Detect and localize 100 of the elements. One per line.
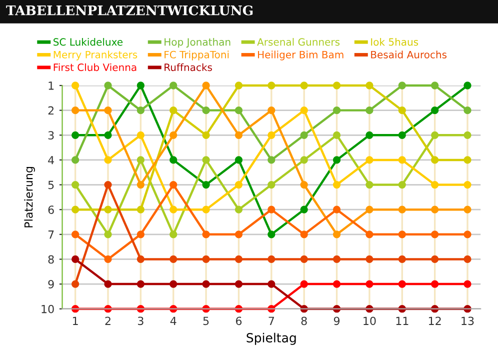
point	[430, 180, 439, 189]
point	[234, 156, 243, 164]
point	[268, 180, 276, 189]
point	[170, 106, 178, 114]
point	[464, 206, 472, 214]
point	[170, 180, 178, 189]
y-tick-label: 9	[48, 280, 54, 288]
point	[268, 131, 276, 139]
point	[366, 255, 374, 264]
point	[136, 255, 145, 264]
point	[170, 156, 178, 164]
point	[464, 230, 472, 238]
point	[136, 131, 145, 139]
y-tick-label: 5	[48, 180, 54, 190]
point	[430, 206, 439, 214]
point	[136, 82, 145, 90]
point	[300, 206, 308, 214]
point	[366, 206, 374, 214]
point	[300, 255, 308, 264]
point	[366, 156, 374, 164]
point	[300, 106, 308, 114]
point	[430, 156, 439, 164]
point	[104, 131, 112, 139]
point	[300, 180, 308, 189]
point	[234, 131, 243, 139]
point	[104, 156, 112, 164]
point	[170, 206, 178, 214]
x-axis-title: Spieltag	[246, 332, 296, 345]
point	[234, 230, 243, 238]
point	[104, 280, 112, 288]
point	[430, 280, 439, 288]
point	[72, 106, 80, 114]
y-tick-label: 10	[42, 304, 54, 314]
point	[332, 180, 341, 189]
y-tick-label: 3	[48, 131, 54, 140]
x-tick-label: 1	[73, 316, 78, 325]
point	[202, 255, 210, 264]
y-tick-label: 6	[48, 206, 54, 214]
point	[366, 106, 374, 114]
point	[136, 106, 145, 114]
legend-label: Besaid Aurochs	[371, 50, 447, 58]
point	[464, 131, 472, 139]
point	[398, 206, 406, 214]
point	[136, 280, 145, 288]
point	[268, 106, 276, 114]
legend-label: Merry Pranksters	[54, 50, 138, 60]
point	[332, 82, 341, 90]
legend-label: Hop Jonathan	[164, 38, 230, 48]
point	[136, 156, 145, 164]
point	[234, 106, 243, 114]
point	[300, 156, 308, 164]
point	[72, 156, 80, 164]
point	[72, 180, 80, 189]
point	[104, 82, 112, 90]
point	[72, 131, 80, 139]
point	[430, 131, 439, 139]
x-tick-label: 13	[462, 316, 474, 326]
point	[202, 230, 210, 238]
point	[300, 131, 308, 139]
point	[234, 255, 243, 264]
point	[464, 106, 472, 114]
point	[366, 131, 374, 139]
point	[464, 82, 472, 90]
point	[202, 156, 210, 164]
point	[464, 280, 472, 288]
point	[398, 106, 406, 114]
x-tick-label: 8	[301, 316, 307, 326]
legend-label: First Club Vienna	[54, 63, 136, 72]
point	[234, 280, 243, 288]
x-tick-label: 5	[203, 316, 209, 326]
point	[136, 206, 145, 214]
point	[104, 255, 112, 264]
point	[398, 156, 406, 164]
point	[464, 156, 472, 164]
point	[202, 106, 210, 114]
chart-title: TABELLENPLATZENTWICKLUNG	[6, 5, 253, 16]
point	[332, 131, 341, 139]
point	[104, 206, 112, 214]
point	[366, 280, 374, 288]
point	[332, 280, 341, 288]
point	[430, 106, 439, 114]
point	[170, 255, 178, 264]
x-tick-label: 7	[268, 316, 274, 325]
point	[170, 280, 178, 288]
point	[332, 230, 341, 238]
point	[268, 230, 276, 238]
point	[398, 131, 406, 139]
point	[170, 230, 178, 238]
point	[332, 156, 341, 164]
point	[430, 255, 439, 264]
point	[398, 180, 406, 189]
point	[72, 280, 80, 288]
point	[234, 206, 243, 214]
legend-label: Arsenal Gunners	[257, 38, 340, 46]
x-tick-label: 9	[334, 316, 340, 326]
y-tick-label: 4	[48, 156, 54, 164]
y-tick-label: 7	[48, 230, 54, 239]
point	[366, 230, 374, 238]
point	[104, 106, 112, 114]
x-tick-label: 4	[170, 316, 176, 325]
